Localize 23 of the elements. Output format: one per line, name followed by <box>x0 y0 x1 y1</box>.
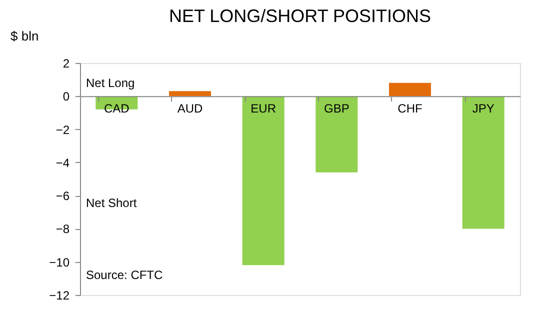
x-tick-label: JPY <box>472 102 494 116</box>
x-tick-label: CHF <box>398 102 422 116</box>
y-tick-label: −8 <box>56 222 70 236</box>
chart-title: NET LONG/SHORT POSITIONS <box>168 6 432 26</box>
y-axis-title: $ bln <box>10 28 39 44</box>
bar <box>389 82 431 96</box>
bar <box>169 91 211 96</box>
bar <box>462 96 504 229</box>
y-tick-label: −4 <box>56 156 70 170</box>
annotation: Net Short <box>86 196 138 210</box>
x-tick-label: EUR <box>250 102 276 116</box>
bar <box>242 96 284 266</box>
x-tick-label: AUD <box>177 102 203 116</box>
y-tick-label: −10 <box>49 255 70 270</box>
annotation: Source: CFTC <box>86 268 164 282</box>
y-tick-label: −12 <box>49 288 70 302</box>
y-tick-label: 2 <box>62 56 70 70</box>
annotation: Net Long <box>86 76 135 90</box>
bar <box>316 96 358 172</box>
y-tick-label: 0 <box>62 90 70 104</box>
y-tick-label: −2 <box>56 122 70 137</box>
y-tick-label: −6 <box>56 189 70 204</box>
x-tick-label: GBP <box>324 102 350 116</box>
